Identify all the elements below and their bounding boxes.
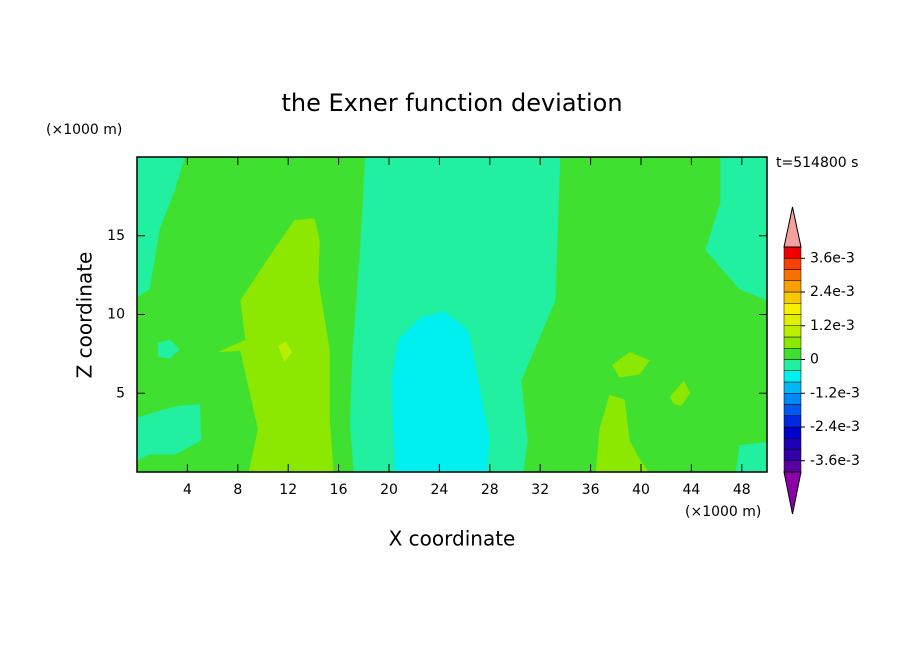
colorbar-box [783,291,802,304]
colorbar-box [783,460,802,473]
contour-field [137,157,767,472]
x-tick-label: 32 [531,482,549,498]
contour-band [137,404,202,461]
chart-title: the Exner function deviation [281,89,622,117]
x-tick-label: 20 [380,482,398,498]
x-axis-label: X coordinate [389,527,516,551]
contour-band [736,441,767,472]
colorbar-extend-low [783,471,802,515]
contour-band [595,394,649,472]
x-unit: (×1000 m) [685,504,761,520]
colorbar-box [783,336,802,349]
y-tick-label: 5 [116,385,125,401]
colorbar-box [783,280,802,293]
colorbar-box [783,449,802,461]
contour-band [137,157,185,298]
x-tick-label: 12 [279,482,297,498]
colorbar-box [783,246,802,259]
contour-band [278,341,292,362]
colorbar-box [783,269,802,281]
colorbar-box [783,393,802,405]
colorbar-label: 1.2e-3 [810,318,855,334]
colorbar-box [783,314,802,326]
contour-band [217,218,334,472]
colorbar-label: -2.4e-3 [810,419,860,435]
contour-band [391,311,490,472]
colorbar-box [783,303,802,315]
colorbar-label: -3.6e-3 [810,453,860,469]
x-tick-label: 16 [330,482,348,498]
colorbar-label: -1.2e-3 [810,385,860,401]
colorbar-box [783,381,802,394]
x-tick-label: 36 [582,482,600,498]
colorbar-box [783,404,802,416]
contour-band [669,380,691,406]
x-tick-label: 8 [233,482,242,498]
colorbar-box [783,426,802,439]
colorbar-label: 2.4e-3 [810,284,855,300]
y-unit: (×1000 m) [46,122,122,138]
contour-band [612,352,650,378]
colorbar-box [783,325,802,338]
colorbar-box [783,258,802,270]
y-tick-label: 15 [107,228,125,244]
time-label: t=514800 s [776,155,858,171]
contour-band [705,157,767,301]
x-tick-label: 28 [481,482,499,498]
colorbar-label: 0 [810,352,819,368]
colorbar-label: 3.6e-3 [810,250,855,266]
y-tick-label: 10 [107,307,125,323]
colorbar-box [783,359,802,371]
x-tick-label: 44 [682,482,700,498]
colorbar-box [783,348,802,360]
x-tick-label: 4 [183,482,192,498]
x-tick-label: 40 [632,482,650,498]
colorbar-extend-high [783,206,802,248]
x-tick-label: 48 [733,482,751,498]
contour-band [157,339,180,359]
colorbar-box [783,415,802,428]
x-tick-label: 24 [430,482,448,498]
y-axis-label: Z coordinate [73,252,97,379]
colorbar-box [783,370,802,383]
colorbar-box [783,438,802,450]
